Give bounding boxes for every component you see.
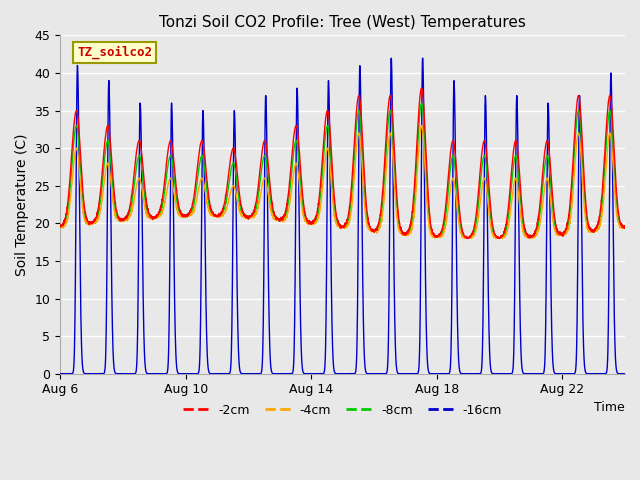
Legend: -2cm, -4cm, -8cm, -16cm: -2cm, -4cm, -8cm, -16cm — [178, 398, 507, 421]
Title: Tonzi Soil CO2 Profile: Tree (West) Temperatures: Tonzi Soil CO2 Profile: Tree (West) Temp… — [159, 15, 526, 30]
Text: Time: Time — [595, 401, 625, 414]
Text: TZ_soilco2: TZ_soilco2 — [77, 46, 152, 59]
Y-axis label: Soil Temperature (C): Soil Temperature (C) — [15, 133, 29, 276]
